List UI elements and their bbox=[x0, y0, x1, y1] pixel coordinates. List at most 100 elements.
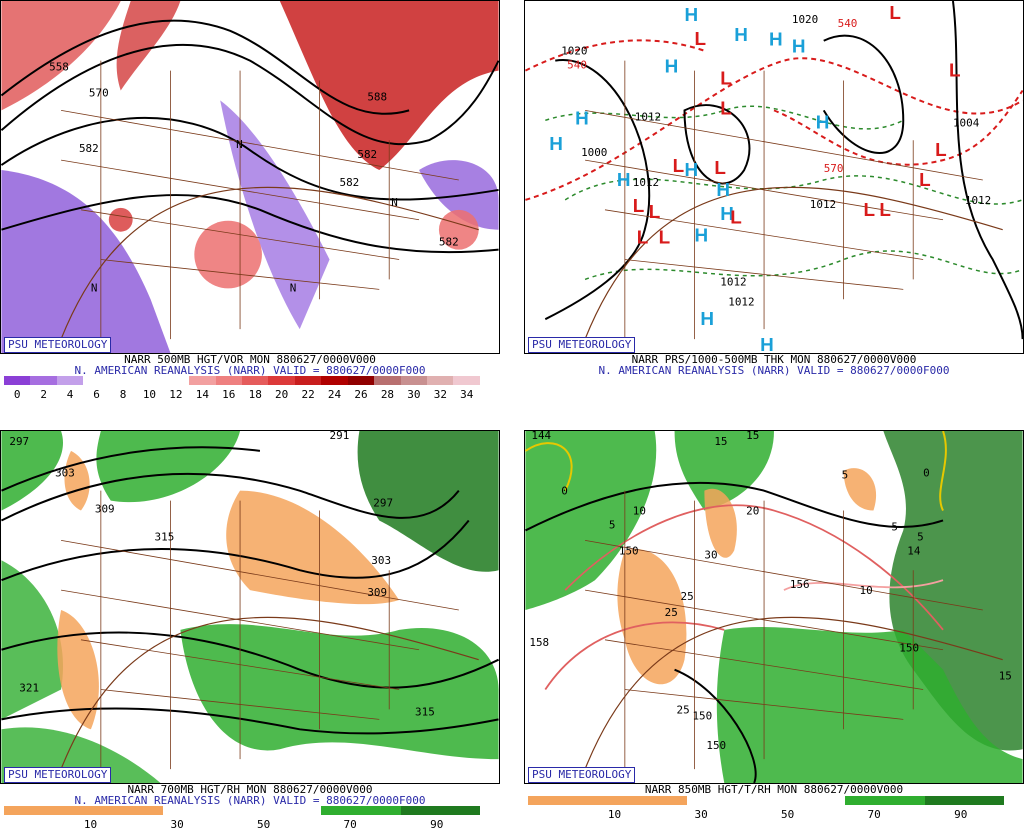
height-label: 303 bbox=[371, 554, 391, 567]
isobar-label: 1012 bbox=[633, 176, 659, 189]
colorbar-tick-label: 10 bbox=[142, 388, 157, 401]
colorbar-swatch bbox=[453, 376, 480, 385]
panel-sfc-pressure-thickness: 1020 540 1012 1000 1012 1012 1012 1012 1… bbox=[524, 0, 1024, 408]
height-label: 321 bbox=[19, 682, 39, 695]
temp-label: 0 bbox=[923, 467, 930, 480]
colorbar-swatch bbox=[400, 376, 427, 385]
vort-min-marker: N bbox=[290, 281, 297, 294]
colorbar-swatch bbox=[136, 376, 163, 385]
map-500mb-vorticity: 558 570 582 582 582 588 582 N N N N bbox=[0, 0, 500, 354]
height-label: 150 bbox=[706, 739, 726, 752]
high-pressure-marker: H bbox=[720, 204, 734, 225]
isobar-label: 1012 bbox=[720, 275, 746, 288]
colorbar-swatch bbox=[765, 796, 846, 805]
colorbar-tick-label: 50 bbox=[781, 808, 795, 821]
psu-meteorology-badge: PSU METEOROLOGY bbox=[528, 767, 636, 783]
colorbar-swatch bbox=[241, 806, 322, 815]
high-pressure-marker: H bbox=[685, 5, 699, 26]
high-pressure-marker: H bbox=[734, 25, 748, 46]
high-pressure-marker: H bbox=[575, 108, 589, 129]
contour-label-588: 588 bbox=[367, 90, 387, 103]
high-pressure-marker: H bbox=[716, 180, 730, 201]
colorbar-tick-label: 14 bbox=[195, 388, 209, 401]
map-pressure-thickness: 1020 540 1012 1000 1012 1012 1012 1012 1… bbox=[524, 0, 1024, 354]
colorbar-tick-label: 22 bbox=[301, 388, 315, 401]
colorbar-tick-label: 10 bbox=[607, 808, 622, 821]
contour-label-582: 582 bbox=[439, 236, 459, 249]
isobar-label: 1020 bbox=[561, 45, 587, 58]
colorbar-tick-label: 70 bbox=[867, 808, 881, 821]
height-label: 309 bbox=[367, 586, 387, 599]
colorbar-swatch bbox=[162, 806, 242, 815]
rh-colorbar bbox=[4, 806, 480, 815]
colorbar-swatch bbox=[294, 376, 322, 385]
colorbar-tick-label: 70 bbox=[343, 818, 357, 831]
colorbar-swatch bbox=[83, 376, 110, 385]
vort-min-marker: N bbox=[236, 138, 243, 151]
low-pressure-marker: L bbox=[637, 228, 649, 249]
colorbar-tick-label: 0 bbox=[13, 388, 21, 401]
contour-label-582: 582 bbox=[357, 148, 377, 161]
colorbar-swatch bbox=[374, 376, 401, 385]
height-label: 156 bbox=[790, 578, 810, 591]
colorbar-tick-label: 30 bbox=[170, 818, 184, 831]
low-pressure-marker: L bbox=[889, 3, 901, 24]
colorbar-swatch bbox=[845, 796, 925, 805]
temp-label: 30 bbox=[704, 548, 717, 561]
height-label: 297 bbox=[9, 435, 29, 448]
isobar-label: 1020 bbox=[792, 13, 818, 26]
temp-label: 15 bbox=[714, 435, 727, 448]
colorbar-swatch bbox=[427, 376, 454, 385]
thickness-label: 540 bbox=[838, 17, 858, 30]
colorbar-swatch bbox=[686, 796, 766, 805]
temp-label: 5 bbox=[891, 520, 898, 533]
temp-label: 20 bbox=[746, 505, 759, 518]
low-pressure-marker: L bbox=[714, 158, 726, 179]
height-label: 150 bbox=[619, 544, 639, 557]
low-pressure-marker: L bbox=[730, 208, 742, 229]
colorbar-swatch bbox=[321, 806, 401, 815]
product-title: NARR 500MB HGT/VOR MON 880627/0000V000 bbox=[124, 353, 376, 366]
psu-meteorology-badge: PSU METEOROLOGY bbox=[4, 767, 112, 783]
colorbar-swatch bbox=[4, 376, 31, 385]
high-pressure-marker: H bbox=[792, 37, 806, 58]
temp-label: 15 bbox=[746, 430, 759, 442]
temp-label: 0 bbox=[561, 485, 568, 498]
colorbar-swatch bbox=[528, 796, 608, 805]
high-pressure-marker: H bbox=[665, 57, 679, 78]
colorbar-swatch bbox=[30, 376, 57, 385]
colorbar-swatch bbox=[321, 376, 348, 385]
low-pressure-marker: L bbox=[720, 98, 732, 119]
temp-label: 5 bbox=[842, 469, 849, 482]
high-pressure-marker: H bbox=[769, 30, 783, 51]
colorbar-swatch bbox=[607, 796, 687, 805]
height-label: 315 bbox=[415, 705, 435, 718]
vorticity-colorbar bbox=[4, 376, 480, 385]
colorbar-tick-label: 30 bbox=[694, 808, 708, 821]
colorbar-swatch bbox=[83, 806, 163, 815]
colorbar-swatch bbox=[241, 376, 269, 385]
colorbar-swatch bbox=[268, 376, 295, 385]
psu-meteorology-badge: PSU METEOROLOGY bbox=[4, 337, 112, 353]
colorbar-tick-label: 20 bbox=[275, 388, 289, 401]
colorbar-tick-label: 90 bbox=[430, 818, 444, 831]
colorbar-tick-label: 26 bbox=[354, 388, 368, 401]
high-pressure-marker: H bbox=[700, 309, 714, 330]
high-pressure-marker: H bbox=[760, 335, 774, 354]
height-label: 309 bbox=[95, 503, 115, 516]
colorbar-tick-label: 34 bbox=[460, 388, 474, 401]
isobar-label: 1012 bbox=[635, 110, 661, 123]
colorbar-swatch bbox=[189, 376, 216, 385]
isobar-label: 1004 bbox=[953, 116, 980, 129]
colorbar-ticks: 10 30 50 70 90 bbox=[4, 818, 480, 832]
vort-min-marker: N bbox=[91, 281, 98, 294]
product-title: NARR 700MB HGT/RH MON 880627/0000V000 bbox=[127, 783, 373, 796]
colorbar-tick-label: 28 bbox=[380, 388, 395, 401]
contour-label-582: 582 bbox=[339, 176, 359, 189]
isobar-label: 1012 bbox=[728, 295, 754, 308]
colorbar-tick-label: 16 bbox=[222, 388, 236, 401]
map-700mb-rh: 297 303 309 315 321 291 297 303 309 315 bbox=[0, 430, 500, 784]
high-pressure-marker: H bbox=[549, 134, 563, 155]
panel-500mb-vorticity: 558 570 582 582 582 588 582 N N N N PSU … bbox=[0, 0, 500, 408]
